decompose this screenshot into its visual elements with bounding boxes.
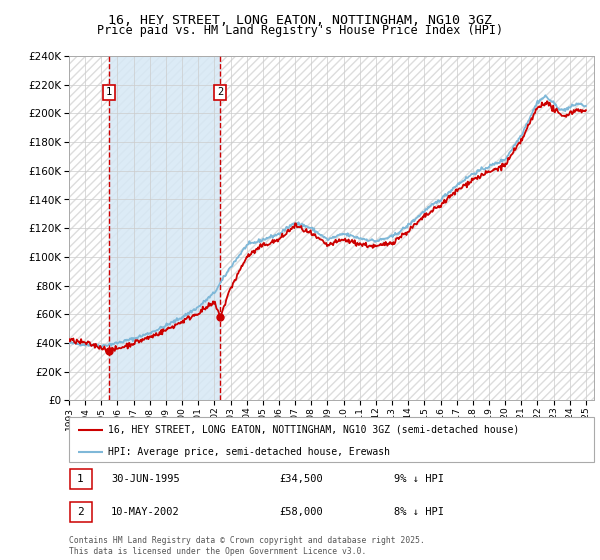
Text: 1: 1 <box>106 87 112 97</box>
Text: HPI: Average price, semi-detached house, Erewash: HPI: Average price, semi-detached house,… <box>109 447 391 457</box>
Text: 16, HEY STREET, LONG EATON, NOTTINGHAM, NG10 3GZ: 16, HEY STREET, LONG EATON, NOTTINGHAM, … <box>108 14 492 27</box>
Text: 8% ↓ HPI: 8% ↓ HPI <box>395 507 445 517</box>
Text: Contains HM Land Registry data © Crown copyright and database right 2025.
This d: Contains HM Land Registry data © Crown c… <box>69 536 425 556</box>
Text: 2: 2 <box>217 87 223 97</box>
Text: 2: 2 <box>77 507 84 517</box>
FancyBboxPatch shape <box>70 469 92 489</box>
FancyBboxPatch shape <box>70 502 92 522</box>
Bar <box>109 56 220 400</box>
Text: £34,500: £34,500 <box>279 474 323 484</box>
Text: 10-MAY-2002: 10-MAY-2002 <box>111 507 180 517</box>
FancyBboxPatch shape <box>69 417 594 462</box>
Text: Price paid vs. HM Land Registry's House Price Index (HPI): Price paid vs. HM Land Registry's House … <box>97 24 503 37</box>
Text: 30-JUN-1995: 30-JUN-1995 <box>111 474 180 484</box>
Text: 16, HEY STREET, LONG EATON, NOTTINGHAM, NG10 3GZ (semi-detached house): 16, HEY STREET, LONG EATON, NOTTINGHAM, … <box>109 424 520 435</box>
Text: 9% ↓ HPI: 9% ↓ HPI <box>395 474 445 484</box>
Text: £58,000: £58,000 <box>279 507 323 517</box>
Text: 1: 1 <box>77 474 84 484</box>
